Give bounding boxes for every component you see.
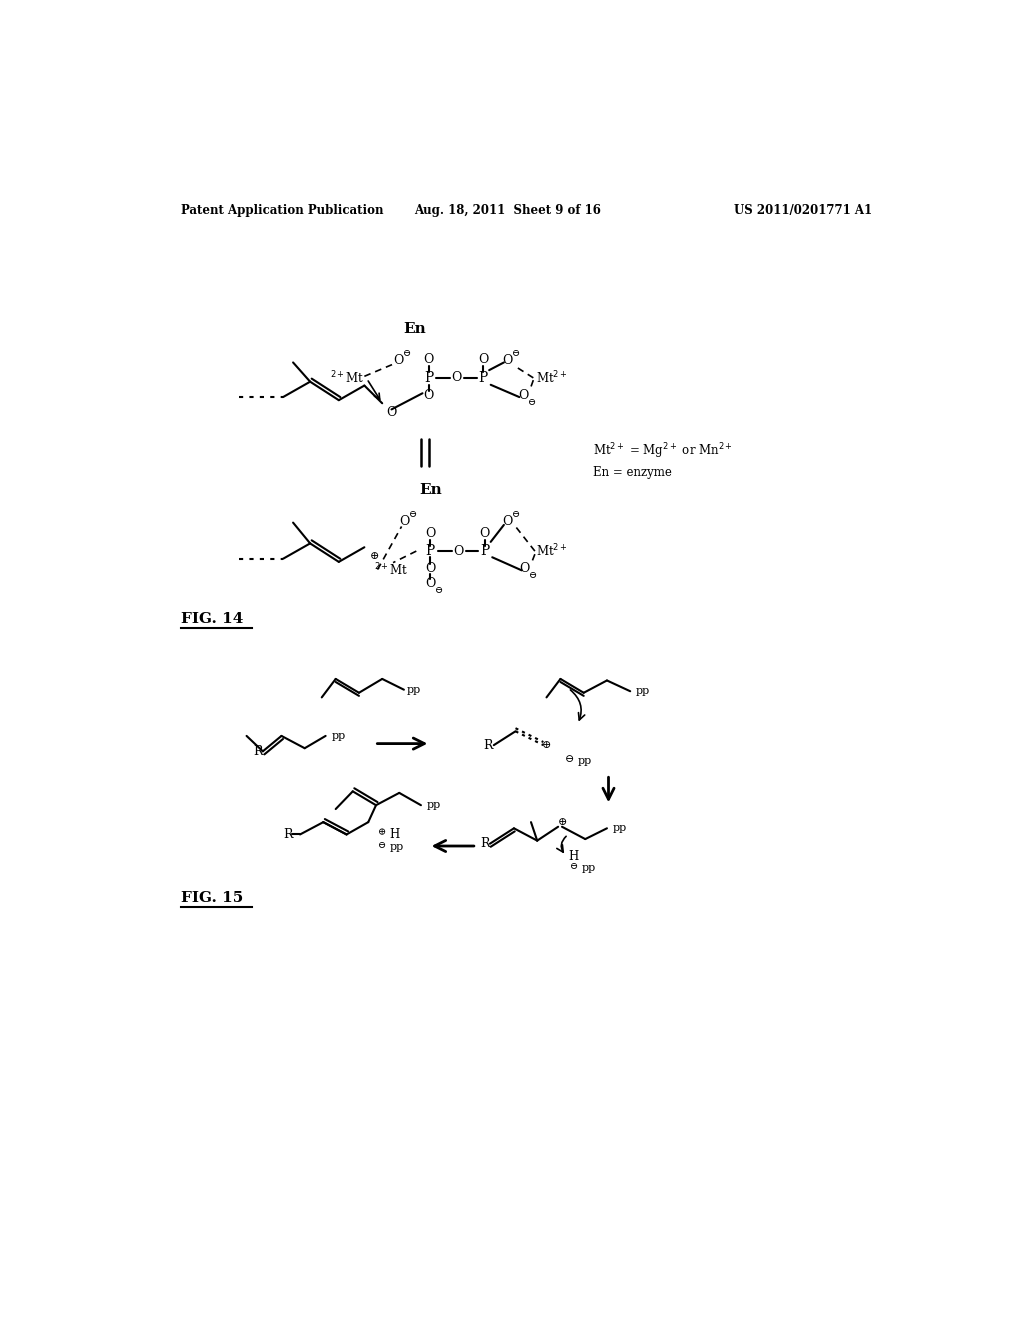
Text: ⊖: ⊖ [410,511,417,519]
Text: O: O [503,515,513,528]
Text: O: O [393,354,403,367]
Text: O: O [425,527,435,540]
Text: R: R [483,739,493,751]
Text: ⊖: ⊖ [512,511,520,519]
Text: FIG. 15: FIG. 15 [180,891,243,904]
Text: H: H [568,850,579,862]
Text: pp: pp [332,731,346,741]
Text: Patent Application Publication: Patent Application Publication [180,205,383,218]
Text: FIG. 14: FIG. 14 [180,612,243,626]
Text: P: P [424,371,433,385]
Text: pp: pp [612,824,627,833]
Text: ⊖: ⊖ [527,399,536,407]
Text: ⊕: ⊕ [557,817,566,828]
Text: pp: pp [582,863,596,874]
Text: O: O [519,562,530,576]
Text: pp: pp [426,800,440,810]
Text: O: O [425,562,435,576]
Text: ⊖: ⊖ [569,862,578,871]
Text: R: R [254,744,263,758]
Text: Mt$^{2+}$: Mt$^{2+}$ [537,370,568,387]
Text: O: O [518,389,528,403]
Text: $^{2+}$Mt: $^{2+}$Mt [330,370,365,387]
Text: P: P [478,371,487,385]
Text: H: H [389,828,399,841]
Text: ⊖: ⊖ [529,572,538,581]
Text: Mt$^{2+}$: Mt$^{2+}$ [537,543,568,560]
Text: O: O [478,352,488,366]
Text: P: P [426,544,435,558]
Text: O: O [424,352,434,366]
Text: ⊕: ⊕ [542,741,551,750]
Text: O: O [386,407,396,418]
Text: En = enzyme: En = enzyme [593,466,672,479]
Text: En: En [419,483,441,496]
Text: O: O [503,354,513,367]
Text: pp: pp [390,842,404,851]
Text: O: O [453,545,463,557]
Text: ⊕: ⊕ [370,550,379,561]
Text: $^{2+}$Mt: $^{2+}$Mt [375,561,409,578]
Text: ⊕: ⊕ [378,829,386,837]
Text: O: O [399,515,410,528]
Text: ⊖: ⊖ [402,348,411,358]
Text: O: O [425,577,435,590]
Text: O: O [479,527,489,540]
Text: ⊖: ⊖ [435,586,442,595]
Text: O: O [452,371,462,384]
Text: ⊖: ⊖ [378,841,386,850]
Text: pp: pp [636,686,650,696]
Text: R: R [480,837,490,850]
Text: En: En [403,322,426,337]
Text: R: R [283,828,292,841]
Text: Mt$^{2+}$ = Mg$^{2+}$ or Mn$^{2+}$: Mt$^{2+}$ = Mg$^{2+}$ or Mn$^{2+}$ [593,441,733,461]
Text: US 2011/0201771 A1: US 2011/0201771 A1 [734,205,872,218]
Text: ⊖: ⊖ [565,754,574,764]
Text: pp: pp [407,685,421,694]
Text: Aug. 18, 2011  Sheet 9 of 16: Aug. 18, 2011 Sheet 9 of 16 [415,205,601,218]
Text: pp: pp [578,755,592,766]
Text: O: O [424,389,434,403]
Text: P: P [480,544,489,558]
Text: ⊖: ⊖ [512,348,520,358]
